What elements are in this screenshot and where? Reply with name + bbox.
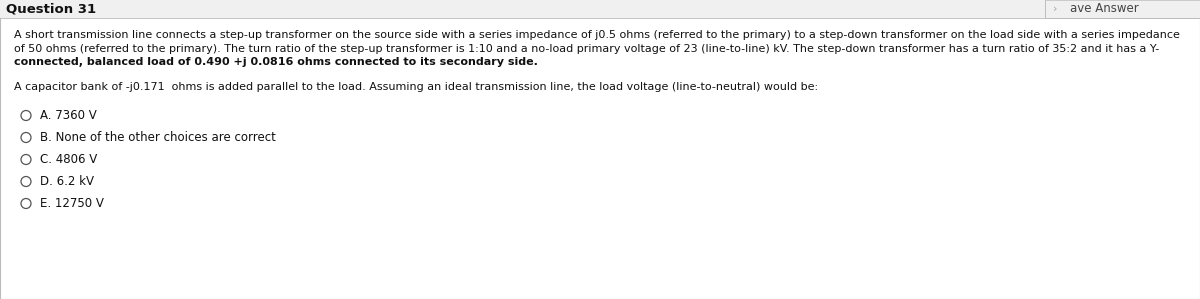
Text: A short transmission line connects a step-up transformer on the source side with: A short transmission line connects a ste…: [14, 30, 1180, 40]
Bar: [0, 0, 1200, 18]
Text: D. 6.2 kV: D. 6.2 kV: [40, 175, 94, 188]
Text: A capacitor bank of -j0.171  ohms is added parallel to the load. Assuming an ide: A capacitor bank of -j0.171 ohms is adde…: [14, 83, 818, 92]
Bar: [1045, 0, 1200, 18]
Text: B. None of the other choices are correct: B. None of the other choices are correct: [40, 131, 276, 144]
Text: ave Answer: ave Answer: [1070, 2, 1139, 16]
Text: connected, balanced load of 0.490 +j 0.0816 ohms connected to its secondary side: connected, balanced load of 0.490 +j 0.0…: [14, 57, 538, 67]
Text: E. 12750 V: E. 12750 V: [40, 197, 104, 210]
Text: Question 31: Question 31: [6, 2, 96, 16]
Text: of 50 ohms (referred to the primary). The turn ratio of the step-up transformer : of 50 ohms (referred to the primary). Th…: [14, 43, 1159, 54]
Text: ›: ›: [1054, 4, 1057, 14]
Text: C. 4806 V: C. 4806 V: [40, 153, 97, 166]
Text: A. 7360 V: A. 7360 V: [40, 109, 97, 122]
